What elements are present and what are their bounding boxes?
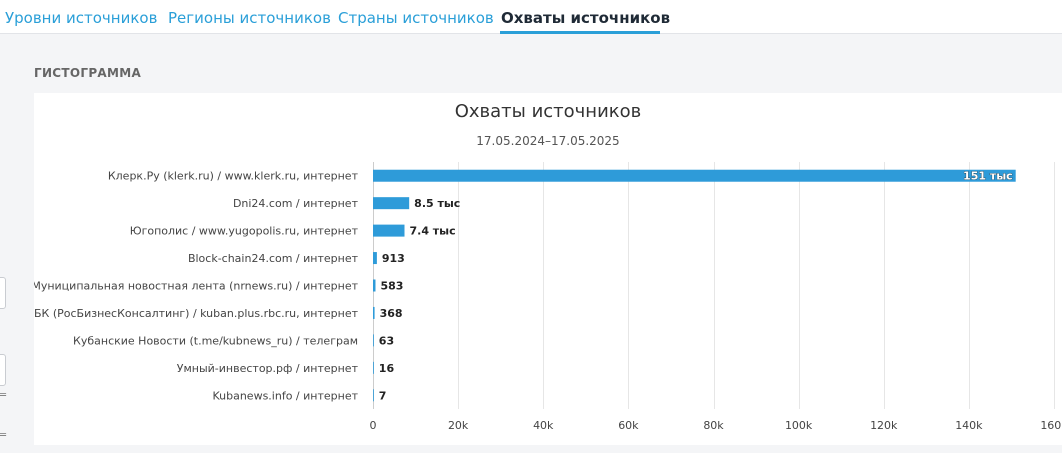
- data-label: 8.5 тыс: [414, 197, 460, 210]
- x-tick-label: 60k: [618, 419, 639, 432]
- data-label: 913: [382, 252, 405, 265]
- x-tick-label: 20k: [448, 419, 469, 432]
- chart-title: Охваты источников: [455, 101, 642, 122]
- data-label: 16: [379, 362, 395, 375]
- bar: [373, 361, 374, 374]
- y-category-label: Kubanews.info / интернет: [212, 389, 358, 402]
- bar: [373, 252, 377, 265]
- chart-subtitle: 17.05.2024–17.05.2025: [476, 134, 619, 148]
- bar: [373, 334, 374, 347]
- tab-source-countries[interactable]: Страны источников: [338, 9, 494, 27]
- tab-source-reach[interactable]: Охваты источников: [501, 9, 671, 27]
- data-label: 7.4 тыс: [409, 225, 455, 238]
- collapsed-panel-handle[interactable]: [0, 277, 6, 309]
- active-tab-indicator: [500, 31, 660, 34]
- section-title: ГИСТОГРАММА: [34, 66, 142, 80]
- y-category-label: Dni24.com / интернет: [233, 197, 359, 210]
- y-category-label: Муниципальная новостная лента (nrnews.ru…: [34, 280, 359, 293]
- bar: [373, 224, 405, 237]
- menu-icon: ═: [0, 390, 7, 401]
- data-label: 368: [380, 307, 403, 320]
- chart-panel: Охваты источников 17.05.2024–17.05.2025 0 2…: [34, 93, 1062, 445]
- tab-source-regions[interactable]: Регионы источников: [168, 9, 331, 27]
- y-category-label: Югополис / www.yugopolis.ru, интернет: [130, 225, 359, 238]
- y-category-label: РБК (РосБизнесКонсалтинг) / kuban.plus.r…: [34, 307, 359, 320]
- x-tick-label: 120k: [870, 419, 898, 432]
- y-category-label: Block-chain24.com / интернет: [188, 252, 359, 265]
- x-tick-label: 160k: [1040, 419, 1062, 432]
- menu-icon: ═: [0, 430, 7, 441]
- data-label: 7: [379, 389, 387, 402]
- x-tick-label: 40k: [533, 419, 554, 432]
- x-tick-label: 0: [370, 419, 377, 432]
- y-category-label: Клерк.Ру (klerk.ru) / www.klerk.ru, инте…: [108, 170, 359, 183]
- bar: [373, 279, 376, 292]
- bar: [373, 169, 1016, 182]
- bar: [373, 197, 410, 210]
- x-tick-label: 140k: [955, 419, 983, 432]
- data-label: 151 тыс: [963, 170, 1013, 183]
- collapsed-panel-handle[interactable]: [0, 354, 6, 386]
- x-tick-label: 100k: [785, 419, 813, 432]
- bar-chart: Охваты источников 17.05.2024–17.05.2025 0 2…: [34, 101, 1062, 432]
- bar: [373, 306, 375, 319]
- data-label: 583: [380, 280, 403, 293]
- x-tick-label: 80k: [703, 419, 724, 432]
- data-label: 63: [379, 334, 394, 347]
- tab-source-levels[interactable]: Уровни источников: [5, 9, 158, 27]
- tab-bar: Уровни источников Регионы источников Стр…: [0, 0, 1062, 34]
- bar: [373, 389, 374, 402]
- y-category-label: Кубанские Новости (t.me/kubnews_ru) / те…: [73, 334, 358, 347]
- y-category-label: Умный-инвестор.рф / интернет: [177, 362, 359, 375]
